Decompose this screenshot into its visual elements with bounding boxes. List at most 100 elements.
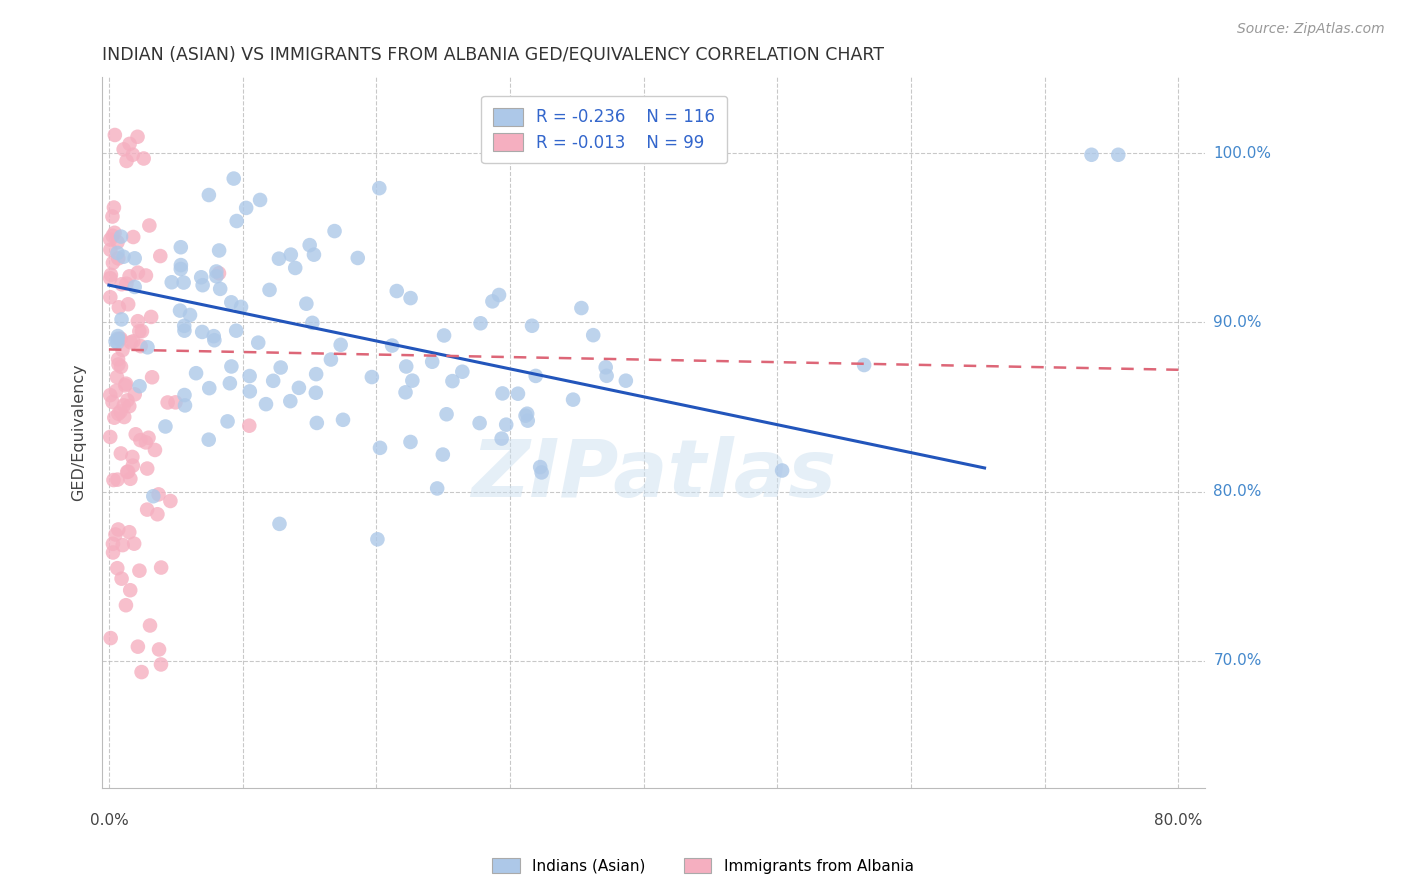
Point: [129, 433, 152, 447]
Point: [128, 379, 150, 393]
Point: [259, 283, 281, 297]
Point: [170, 258, 193, 272]
Point: [209, 282, 232, 296]
Point: [225, 214, 247, 228]
Point: [399, 434, 422, 449]
Point: [520, 318, 543, 333]
Legend: Indians (Asian), Immigrants from Albania: Indians (Asian), Immigrants from Albania: [486, 852, 920, 880]
Point: [190, 270, 212, 285]
Point: [433, 328, 456, 343]
Point: [262, 374, 284, 388]
Point: [305, 416, 328, 430]
Legend: R = -0.236    N = 116, R = -0.013    N = 99: R = -0.236 N = 116, R = -0.013 N = 99: [481, 95, 727, 163]
Point: [239, 369, 262, 384]
Point: [122, 334, 145, 349]
Point: [301, 316, 323, 330]
Point: [139, 618, 162, 632]
Point: [121, 147, 143, 161]
Point: [149, 657, 172, 672]
Point: [305, 367, 328, 381]
Point: [235, 201, 257, 215]
Point: [468, 416, 491, 430]
Point: [346, 251, 368, 265]
Point: [614, 374, 637, 388]
Point: [98, 232, 121, 246]
Point: [222, 171, 245, 186]
Point: [173, 318, 195, 333]
Point: [184, 366, 207, 380]
Point: [103, 410, 125, 425]
Point: [107, 523, 129, 537]
Point: [110, 572, 132, 586]
Point: [562, 392, 585, 407]
Text: INDIAN (ASIAN) VS IMMIGRANTS FROM ALBANIA GED/EQUIVALENCY CORRELATION CHART: INDIAN (ASIAN) VS IMMIGRANTS FROM ALBANI…: [103, 46, 884, 64]
Point: [115, 598, 138, 612]
Point: [149, 249, 172, 263]
Point: [128, 564, 150, 578]
Point: [107, 407, 129, 421]
Point: [131, 665, 153, 679]
Point: [127, 314, 149, 328]
Point: [98, 430, 121, 444]
Point: [571, 301, 593, 315]
Point: [219, 295, 242, 310]
Point: [107, 352, 129, 367]
Point: [98, 243, 121, 257]
Point: [332, 413, 354, 427]
Point: [170, 240, 193, 254]
Point: [128, 324, 150, 338]
Point: [420, 355, 443, 369]
Point: [131, 324, 153, 338]
Point: [853, 358, 876, 372]
Point: [238, 418, 260, 433]
Point: [441, 374, 464, 388]
Point: [323, 224, 346, 238]
Point: [108, 300, 131, 314]
Point: [107, 235, 129, 250]
Point: [267, 252, 290, 266]
Point: [127, 129, 149, 144]
Text: 0.0%: 0.0%: [90, 813, 128, 828]
Point: [302, 248, 325, 262]
Point: [108, 332, 131, 346]
Point: [111, 277, 134, 292]
Point: [112, 142, 135, 156]
Point: [111, 343, 134, 357]
Point: [117, 393, 139, 408]
Point: [100, 631, 122, 645]
Point: [125, 427, 148, 442]
Point: [217, 414, 239, 428]
Point: [165, 395, 187, 409]
Point: [401, 374, 423, 388]
Point: [278, 394, 301, 409]
Text: 80.0%: 80.0%: [1154, 813, 1202, 828]
Point: [385, 284, 408, 298]
Point: [366, 533, 388, 547]
Point: [170, 262, 193, 277]
Point: [101, 395, 124, 409]
Point: [368, 181, 391, 195]
Point: [208, 266, 231, 280]
Point: [104, 128, 127, 142]
Point: [218, 376, 240, 391]
Point: [173, 388, 195, 402]
Point: [101, 256, 124, 270]
Point: [107, 252, 129, 266]
Point: [155, 419, 177, 434]
Point: [160, 275, 183, 289]
Point: [110, 359, 132, 374]
Point: [202, 329, 225, 343]
Point: [120, 472, 142, 486]
Point: [295, 296, 318, 310]
Point: [529, 460, 551, 475]
Point: [221, 359, 243, 374]
Point: [127, 266, 149, 280]
Point: [205, 264, 228, 278]
Point: [148, 487, 170, 501]
Point: [169, 303, 191, 318]
Point: [101, 537, 124, 551]
Point: [110, 446, 132, 460]
Point: [146, 508, 169, 522]
Text: 90.0%: 90.0%: [1213, 315, 1263, 330]
Point: [202, 333, 225, 347]
